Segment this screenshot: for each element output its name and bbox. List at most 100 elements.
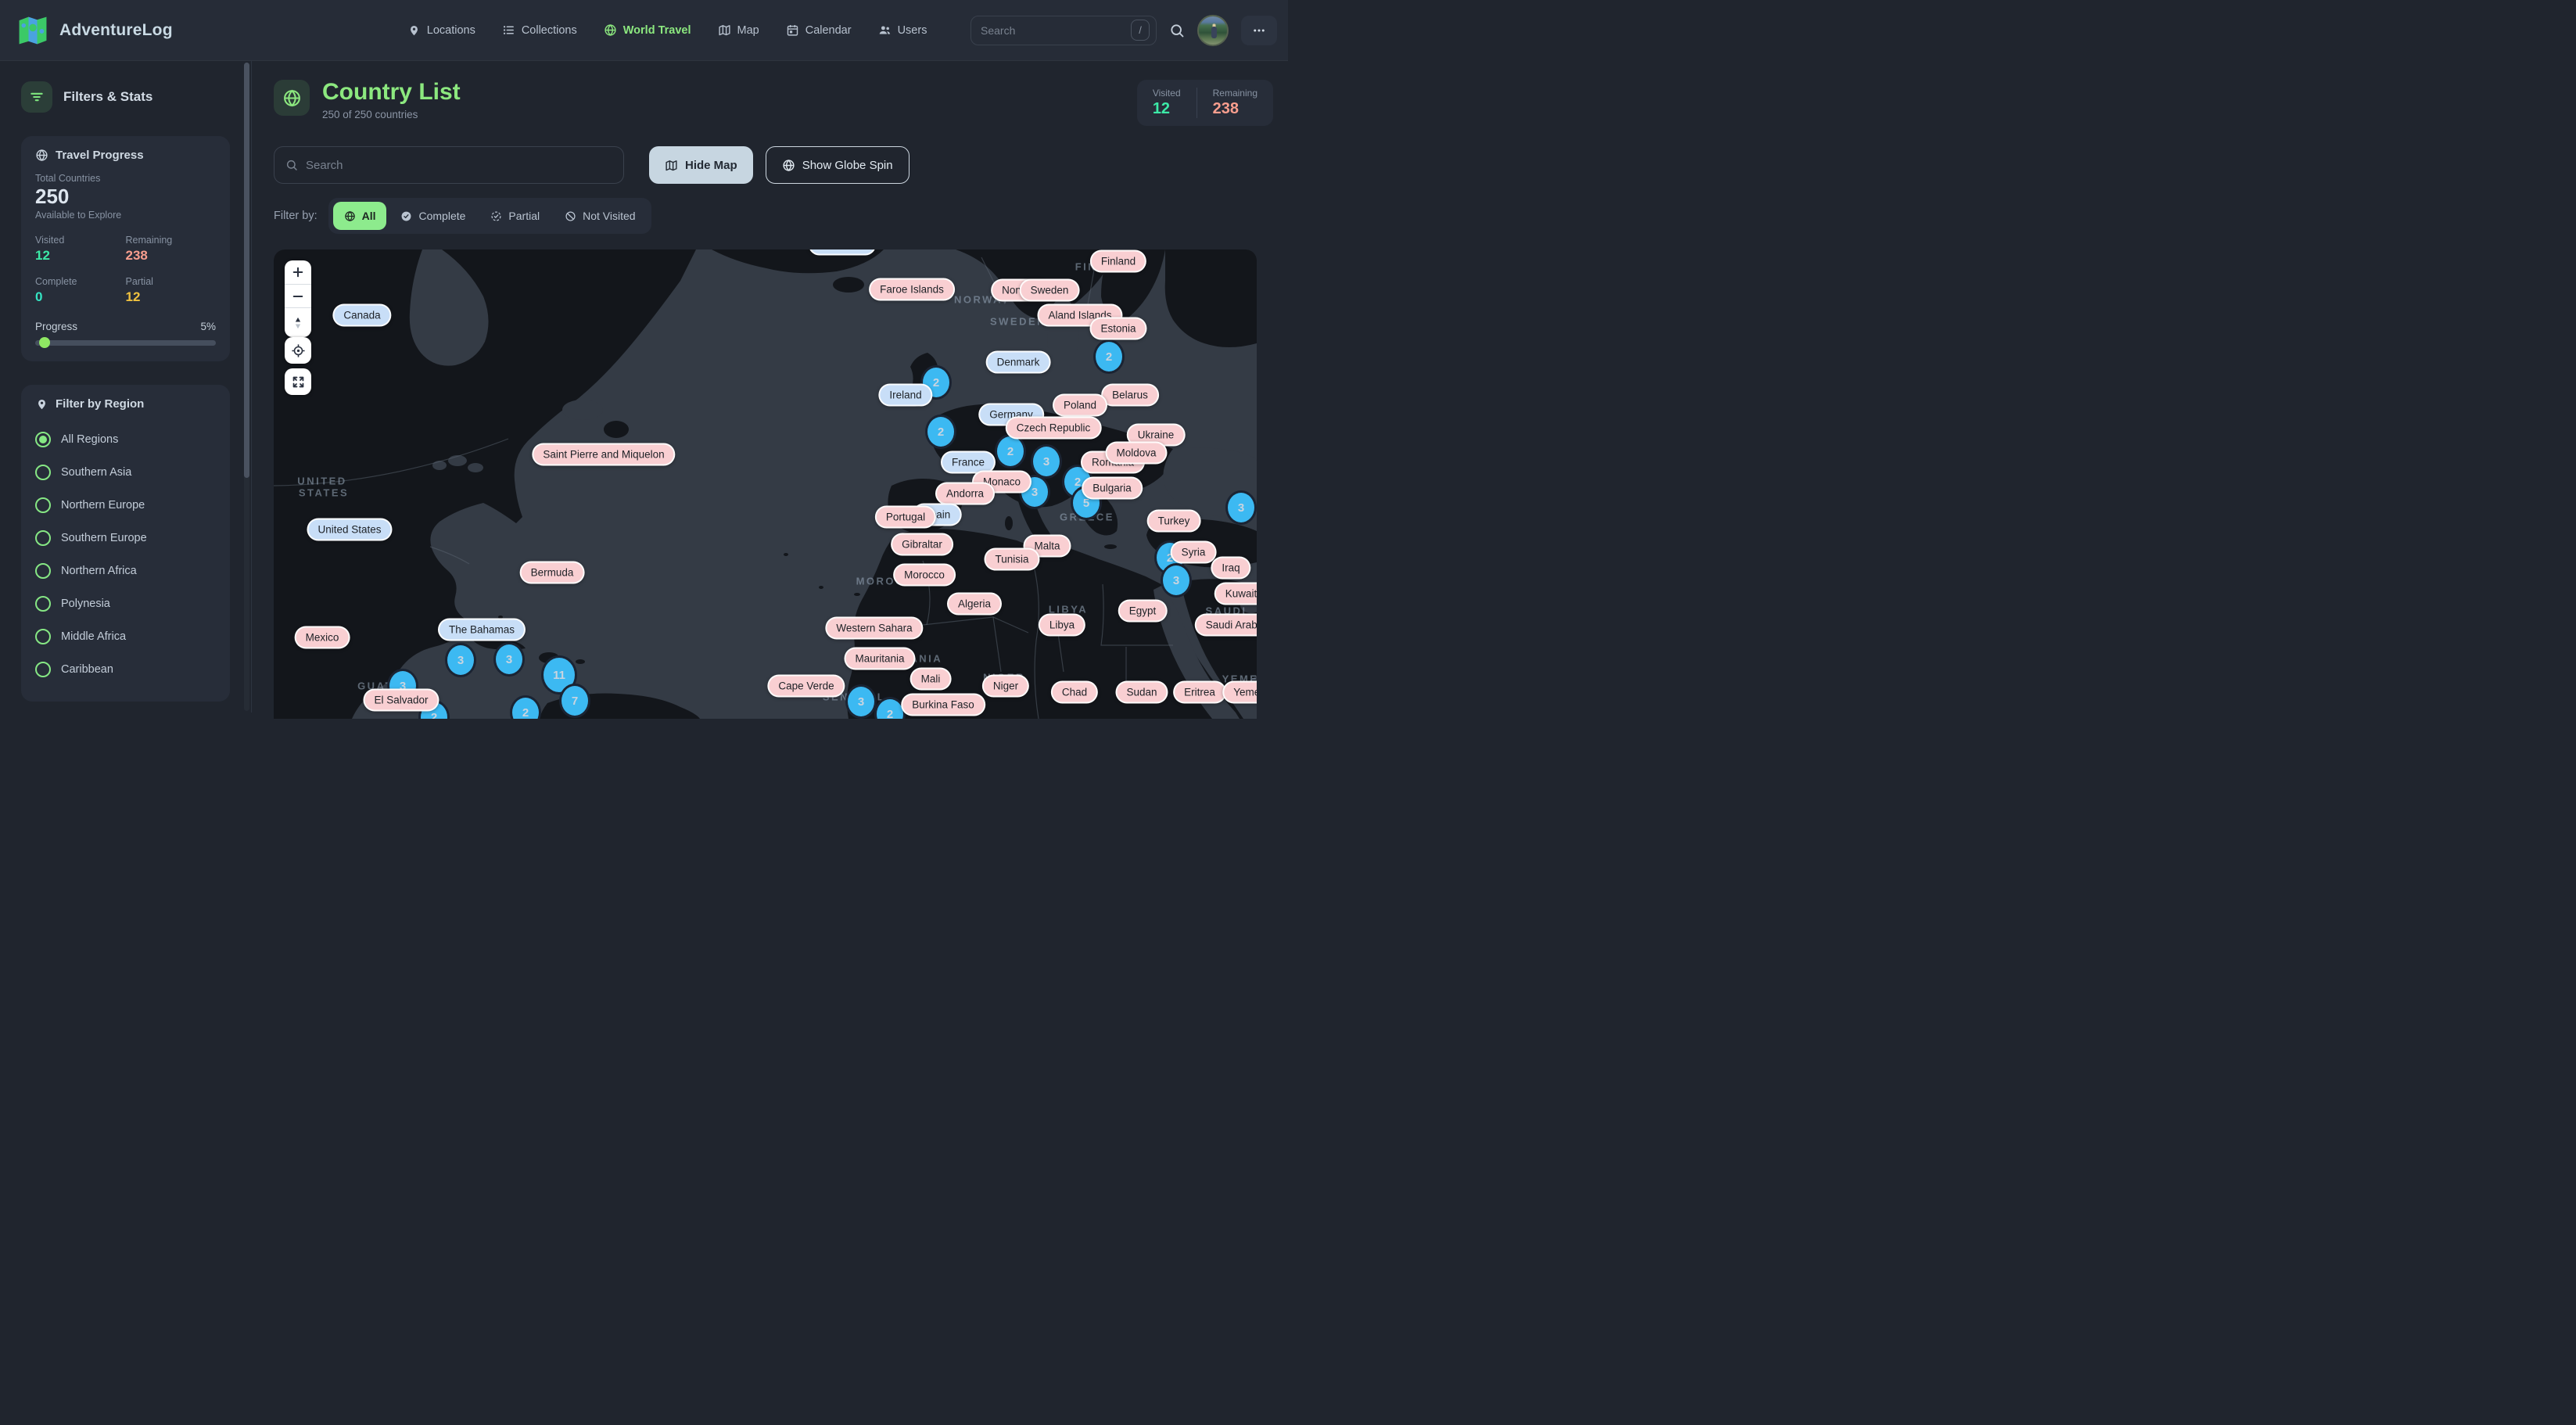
zoom-in-button[interactable] — [285, 260, 311, 284]
compass-button[interactable] — [285, 307, 311, 337]
country-pill-partial[interactable] — [809, 249, 876, 256]
country-pill-canada[interactable]: Canada — [332, 303, 392, 327]
country-pill-sudan[interactable]: Sudan — [1115, 680, 1168, 704]
filter-pill-all[interactable]: All — [332, 202, 387, 230]
country-pill-kuwait[interactable]: Kuwait — [1214, 582, 1257, 605]
country-pill-syria[interactable]: Syria — [1170, 540, 1217, 564]
country-pill-mali[interactable]: Mali — [909, 667, 952, 691]
region-option-northern-europe[interactable]: Northern Europe — [35, 489, 216, 522]
country-pill-yemen[interactable]: Yemen — [1222, 680, 1257, 704]
country-pill-niger[interactable]: Niger — [981, 674, 1030, 698]
country-pill-el-salvador[interactable]: El Salvador — [363, 688, 439, 712]
country-search-input[interactable]: Search — [274, 146, 624, 184]
map-cluster[interactable]: 2 — [925, 415, 956, 449]
brand[interactable]: AdventureLog — [16, 13, 173, 48]
search-icon[interactable] — [1169, 23, 1185, 38]
map-cluster[interactable]: 3 — [1225, 490, 1257, 525]
country-pill-gibraltar[interactable]: Gibraltar — [891, 533, 953, 556]
country-pill-belarus[interactable]: Belarus — [1101, 383, 1159, 407]
region-option-southern-asia[interactable]: Southern Asia — [35, 456, 216, 489]
hide-map-button[interactable]: Hide Map — [649, 146, 753, 184]
map-cluster[interactable]: 2 — [510, 695, 541, 719]
region-option-polynesia[interactable]: Polynesia — [35, 587, 216, 620]
country-pill-algeria[interactable]: Algeria — [946, 592, 1003, 616]
nav-item-calendar[interactable]: Calendar — [786, 23, 852, 37]
country-pill-finland[interactable]: Finland — [1089, 249, 1147, 273]
sidebar-scrollbar[interactable] — [244, 63, 249, 711]
country-pill-chad[interactable]: Chad — [1050, 680, 1099, 704]
country-pill-mexico[interactable]: Mexico — [294, 626, 350, 649]
map-cluster[interactable]: 3 — [445, 643, 476, 677]
country-pill-czech-republic[interactable]: Czech Republic — [1005, 416, 1102, 440]
radio-icon[interactable] — [35, 595, 51, 612]
country-pill-iraq[interactable]: Iraq — [1211, 556, 1251, 580]
total-countries-sub: Available to Explore — [35, 209, 122, 221]
map-cluster[interactable]: 3 — [1031, 444, 1062, 479]
map-cluster[interactable]: 3 — [845, 684, 877, 719]
fullscreen-button[interactable] — [285, 368, 311, 395]
filter-pill-complete[interactable]: Complete — [389, 202, 476, 230]
country-pill-portugal[interactable]: Portugal — [874, 505, 937, 529]
map-cluster[interactable]: 3 — [493, 642, 525, 677]
radio-icon[interactable] — [35, 529, 51, 546]
region-option-northern-africa[interactable]: Northern Africa — [35, 555, 216, 587]
filter-pill-partial[interactable]: Partial — [479, 202, 551, 230]
map-cluster[interactable]: 2 — [1093, 339, 1125, 374]
nav-item-world-travel[interactable]: World Travel — [604, 23, 691, 37]
country-pill-bulgaria[interactable]: Bulgaria — [1082, 476, 1143, 500]
show-globe-spin-button[interactable]: Show Globe Spin — [765, 146, 909, 184]
country-pill-tunisia[interactable]: Tunisia — [984, 547, 1040, 571]
nav-item-collections[interactable]: Collections — [502, 23, 577, 37]
region-option-middle-africa[interactable]: Middle Africa — [35, 620, 216, 653]
radio-icon[interactable] — [35, 497, 51, 513]
country-pill-moldova[interactable]: Moldova — [1105, 441, 1168, 465]
country-pill-egypt[interactable]: Egypt — [1118, 599, 1168, 623]
radio-icon[interactable] — [35, 661, 51, 677]
country-pill-andorra[interactable]: Andorra — [935, 482, 996, 505]
progress-knob[interactable] — [38, 337, 50, 348]
locate-button[interactable] — [285, 337, 311, 364]
avatar[interactable] — [1197, 14, 1229, 46]
country-pill-estonia[interactable]: Estonia — [1089, 317, 1147, 340]
country-pill-denmark[interactable]: Denmark — [985, 350, 1051, 374]
country-pill-western-sahara[interactable]: Western Sahara — [825, 616, 924, 640]
country-pill-sweden[interactable]: Sweden — [1019, 278, 1080, 302]
map-cluster[interactable]: 2 — [995, 434, 1026, 468]
radio-icon[interactable] — [35, 464, 51, 480]
region-option-southern-europe[interactable]: Southern Europe — [35, 522, 216, 555]
country-pill-the-bahamas[interactable]: The Bahamas — [437, 618, 526, 641]
country-pill-poland[interactable]: Poland — [1052, 393, 1108, 417]
nav-item-map[interactable]: Map — [718, 23, 759, 37]
radio-icon[interactable] — [35, 628, 51, 644]
country-pill-bermuda[interactable]: Bermuda — [519, 561, 585, 584]
zoom-out-button[interactable] — [285, 284, 311, 307]
nav-item-users[interactable]: Users — [878, 23, 927, 37]
country-pill-burkina-faso[interactable]: Burkina Faso — [901, 693, 985, 716]
country-pill-mauritania[interactable]: Mauritania — [844, 647, 916, 670]
filters-toggle-button[interactable] — [21, 81, 52, 113]
radio-icon[interactable] — [35, 431, 51, 447]
world-map[interactable]: UNITEDSTATESNORWAYSWEDENFINLANDCUBAGUATM… — [274, 249, 1257, 719]
country-pill-eritrea[interactable]: Eritrea — [1173, 680, 1226, 704]
map-cluster[interactable]: 7 — [559, 684, 590, 718]
country-pill-libya[interactable]: Libya — [1038, 613, 1086, 637]
sidebar-scrollbar-thumb[interactable] — [244, 63, 249, 478]
visited-stat: Visited 12 — [1152, 88, 1181, 117]
more-menu-button[interactable] — [1241, 15, 1277, 45]
region-option-caribbean[interactable]: Caribbean — [35, 653, 216, 686]
region-option-all-regions[interactable]: All Regions — [35, 423, 216, 456]
country-pill-cape-verde[interactable]: Cape Verde — [767, 674, 845, 698]
map-cluster[interactable]: 3 — [1161, 563, 1192, 598]
country-pill-united-states[interactable]: United States — [307, 518, 393, 541]
country-pill-ireland[interactable]: Ireland — [878, 383, 933, 407]
nav-item-locations[interactable]: Locations — [407, 23, 475, 37]
country-pill-saint-pierre-and-miquelon[interactable]: Saint Pierre and Miquelon — [532, 443, 676, 466]
filter-pill-not-visited[interactable]: Not Visited — [554, 202, 646, 230]
country-pill-morocco[interactable]: Morocco — [893, 563, 956, 587]
nav-search-input[interactable]: Search / — [970, 15, 1157, 45]
country-pill-faroe-islands[interactable]: Faroe Islands — [869, 278, 955, 301]
country-pill-saudi-arabia[interactable]: Saudi Arabia — [1194, 613, 1257, 637]
map-cluster[interactable]: 11 — [541, 655, 577, 695]
radio-icon[interactable] — [35, 562, 51, 579]
country-pill-turkey[interactable]: Turkey — [1146, 509, 1201, 533]
